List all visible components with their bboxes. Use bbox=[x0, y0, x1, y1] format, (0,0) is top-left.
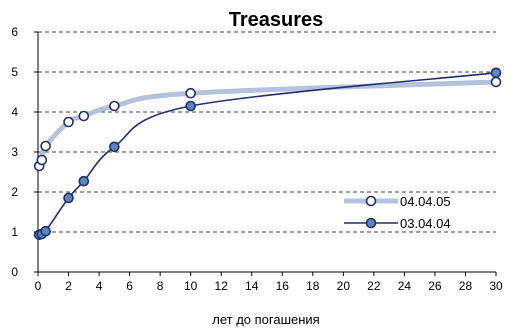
series-line bbox=[36, 79, 497, 168]
x-axis-ticks: 0 2 4 6 8 10 12 14 16 18 20 22 24 26 28 30 bbox=[35, 272, 503, 293]
y-tick-label: 1 bbox=[11, 225, 18, 239]
series-layer bbox=[33, 67, 502, 241]
legend-item: 03.04.04 bbox=[344, 216, 451, 231]
y-tick-label: 5 bbox=[11, 65, 18, 79]
x-tick-label: 12 bbox=[215, 279, 229, 293]
legend-label: 03.04.04 bbox=[400, 216, 451, 231]
x-tick-label: 26 bbox=[428, 279, 442, 293]
legend-item: 04.04.05 bbox=[344, 194, 451, 209]
data-point bbox=[78, 175, 90, 187]
data-point bbox=[490, 76, 502, 88]
x-tick-label: 24 bbox=[398, 279, 412, 293]
legend-marker bbox=[365, 195, 377, 207]
data-point bbox=[185, 87, 196, 99]
x-tick-label: 18 bbox=[306, 279, 320, 293]
data-point bbox=[109, 141, 120, 153]
data-point bbox=[63, 192, 74, 204]
series-04-04-05 bbox=[33, 76, 502, 172]
series-line bbox=[38, 72, 497, 236]
data-point bbox=[109, 100, 120, 112]
gridlines bbox=[38, 31, 496, 233]
y-tick-label: 3 bbox=[11, 145, 18, 159]
x-tick-label: 28 bbox=[459, 279, 473, 293]
data-point bbox=[63, 116, 74, 128]
x-tick-label: 0 bbox=[35, 279, 42, 293]
data-point bbox=[36, 154, 48, 166]
data-point bbox=[490, 67, 502, 79]
x-tick-label: 30 bbox=[489, 279, 503, 293]
y-tick-label: 0 bbox=[11, 265, 18, 279]
x-tick-label: 16 bbox=[276, 279, 290, 293]
y-tick-label: 4 bbox=[11, 105, 18, 119]
x-tick-label: 4 bbox=[96, 279, 103, 293]
chart-title: Treasures bbox=[229, 9, 324, 31]
x-tick-label: 8 bbox=[157, 279, 164, 293]
data-point bbox=[40, 140, 51, 152]
legend-label: 04.04.05 bbox=[400, 194, 451, 209]
x-tick-label: 20 bbox=[337, 279, 351, 293]
legend: 04.04.05 03.04.04 bbox=[344, 194, 451, 231]
data-point bbox=[185, 100, 196, 112]
series-03-04-04 bbox=[33, 67, 502, 241]
y-tick-label: 6 bbox=[11, 25, 18, 39]
y-tick-label: 2 bbox=[11, 185, 18, 199]
x-tick-label: 2 bbox=[65, 279, 72, 293]
data-point bbox=[78, 110, 90, 122]
y-axis-ticks: 0 1 2 3 4 5 6 bbox=[11, 25, 38, 279]
x-tick-label: 14 bbox=[245, 279, 259, 293]
x-tick-label: 22 bbox=[367, 279, 381, 293]
x-tick-label: 10 bbox=[184, 279, 198, 293]
legend-marker bbox=[365, 217, 377, 229]
x-axis-label: лет до погашения bbox=[212, 312, 319, 327]
data-point bbox=[40, 225, 51, 237]
x-tick-label: 6 bbox=[126, 279, 133, 293]
